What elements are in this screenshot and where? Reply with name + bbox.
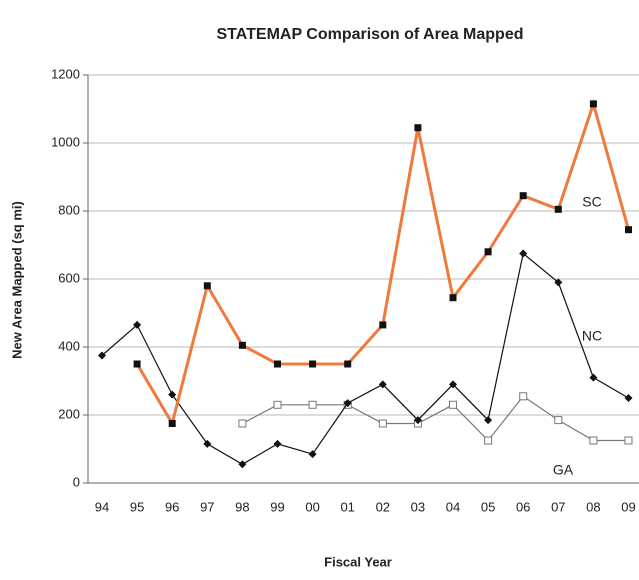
x-tick-label: 98 [235, 499, 249, 514]
marker [168, 420, 176, 427]
marker [238, 419, 247, 428]
marker [624, 436, 633, 445]
marker [449, 400, 457, 409]
marker [344, 360, 352, 368]
marker [484, 436, 493, 445]
marker [624, 394, 633, 402]
marker [238, 341, 246, 349]
marker [413, 416, 422, 425]
marker [273, 400, 282, 409]
marker [203, 282, 211, 290]
x-tick-label: 03 [411, 499, 425, 514]
x-tick-label: 00 [305, 499, 319, 514]
marker [589, 100, 597, 108]
marker [519, 192, 527, 200]
x-tick-label: 95 [130, 499, 144, 514]
x-tick-label: 06 [516, 499, 530, 514]
marker [449, 380, 457, 389]
y-tick-label: 0 [73, 474, 80, 489]
x-tick-label: 97 [200, 499, 214, 514]
y-tick-label: 1000 [51, 134, 80, 149]
series-line [242, 395, 629, 442]
y-tick-label: 400 [58, 338, 80, 353]
marker [414, 124, 422, 132]
x-tick-label: 96 [165, 499, 179, 514]
marker [589, 373, 598, 382]
marker [133, 320, 142, 329]
x-tick-label: 05 [481, 499, 495, 514]
x-tick-label: 07 [551, 499, 565, 514]
marker [484, 416, 493, 425]
x-tick-label: 09 [621, 499, 635, 514]
marker [554, 205, 562, 213]
x-tick-label: 94 [95, 499, 109, 514]
marker [168, 390, 177, 399]
marker [484, 248, 492, 256]
marker [519, 392, 528, 401]
marker [378, 380, 387, 389]
marker [203, 439, 212, 448]
chart-title: STATEMAP Comparison of Area Mapped [217, 26, 524, 43]
marker [98, 351, 106, 360]
marker [238, 460, 247, 469]
y-tick-label: 600 [58, 270, 80, 285]
marker [273, 439, 282, 448]
x-axis-label: Fiscal Year [324, 554, 392, 569]
series-label: SC [582, 194, 601, 210]
series-label: NC [582, 328, 602, 344]
marker [379, 321, 387, 329]
marker [519, 249, 528, 258]
y-axis-label: New Area Mapped (sq mi) [9, 201, 24, 359]
marker [589, 436, 598, 445]
marker [625, 226, 632, 234]
marker [378, 419, 387, 428]
y-tick-label: 800 [58, 202, 80, 217]
x-tick-label: 01 [340, 499, 354, 514]
marker [554, 416, 563, 425]
x-tick-label: 04 [446, 499, 460, 514]
series-label: GA [553, 462, 574, 478]
series-line [135, 98, 630, 428]
x-tick-label: 02 [376, 499, 390, 514]
marker [449, 294, 457, 302]
marker [554, 278, 563, 287]
y-tick-label: 200 [58, 406, 80, 421]
marker [309, 360, 317, 368]
marker [274, 360, 281, 368]
marker [308, 450, 317, 459]
x-tick-label: 99 [270, 499, 284, 514]
y-tick-label: 1200 [51, 66, 80, 81]
series-line [101, 252, 629, 465]
marker [308, 400, 317, 409]
marker [343, 399, 352, 408]
x-tick-label: 08 [586, 499, 600, 514]
marker [133, 360, 141, 368]
